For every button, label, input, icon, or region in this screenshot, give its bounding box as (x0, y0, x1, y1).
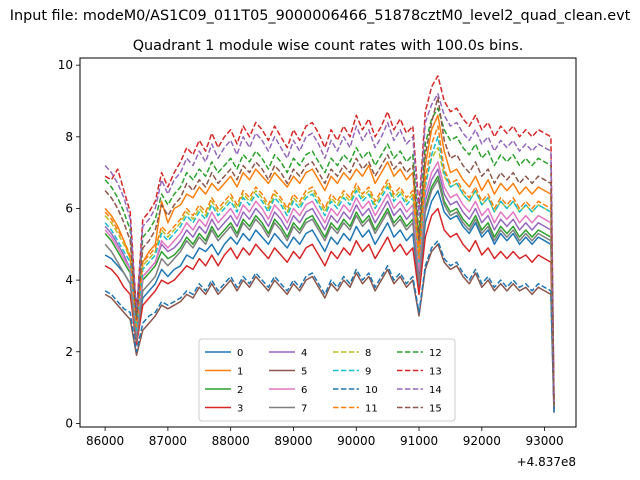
x-tick-label: 87000 (149, 434, 187, 448)
legend-label-9: 9 (365, 367, 371, 378)
y-tick-label: 10 (58, 58, 73, 72)
series-line-13 (104, 75, 555, 399)
x-tick-label: 89000 (274, 434, 312, 448)
legend-label-5: 5 (301, 367, 307, 378)
legend-label-13: 13 (429, 367, 442, 378)
x-axis: 86000 87000 88000 89000 90000 91000 92000 93000 (86, 427, 564, 448)
legend-label-10: 10 (365, 385, 378, 396)
series-line-5 (104, 243, 555, 413)
y-tick-label: 0 (65, 416, 73, 430)
series-line-4 (104, 168, 555, 410)
legend-label-8: 8 (365, 348, 371, 359)
y-tick-label: 6 (65, 201, 73, 215)
figure-suptitle: Input file: modeM0/AS1C09_011T05_9000006… (10, 8, 631, 24)
legend-label-4: 4 (301, 348, 307, 359)
series-line-7 (104, 179, 555, 410)
legend-box (198, 338, 456, 422)
series-line-9 (104, 136, 555, 406)
legend-label-6: 6 (301, 385, 307, 396)
legend-label-14: 14 (429, 385, 442, 396)
y-tick-label: 4 (65, 273, 73, 287)
chart-title: Quadrant 1 module wise count rates with … (133, 38, 524, 54)
x-tick-label: 91000 (400, 434, 438, 448)
series-line-12 (104, 107, 555, 402)
series-line-1 (104, 114, 555, 402)
series-layer (104, 75, 555, 413)
series-line-6 (104, 161, 555, 406)
series-line-10 (104, 239, 555, 413)
series-line-3 (104, 207, 555, 410)
legend-label-12: 12 (429, 348, 442, 359)
series-line-14 (104, 93, 555, 402)
x-axis-offset-label: +4.837e8 (517, 455, 576, 469)
series-line-0 (104, 189, 555, 410)
x-tick-label: 90000 (337, 434, 375, 448)
series-line-8 (104, 146, 555, 406)
y-axis: 0 2 4 6 8 10 (58, 58, 80, 430)
x-tick-label: 93000 (526, 434, 564, 448)
legend-label-3: 3 (237, 404, 243, 415)
legend-label-2: 2 (237, 385, 243, 396)
axes-frame (79, 57, 577, 428)
legend-label-0: 0 (237, 348, 243, 359)
legend-label-7: 7 (301, 404, 307, 415)
legend-label-15: 15 (429, 404, 442, 415)
series-line-15 (104, 96, 555, 406)
legend-label-1: 1 (237, 367, 243, 378)
y-tick-label: 2 (65, 345, 73, 359)
legend-label-11: 11 (365, 404, 378, 415)
series-line-2 (104, 175, 555, 410)
x-tick-label: 88000 (212, 434, 250, 448)
x-tick-label: 86000 (86, 434, 124, 448)
y-tick-label: 8 (65, 130, 73, 144)
x-tick-label: 92000 (463, 434, 501, 448)
series-line-11 (104, 125, 555, 406)
